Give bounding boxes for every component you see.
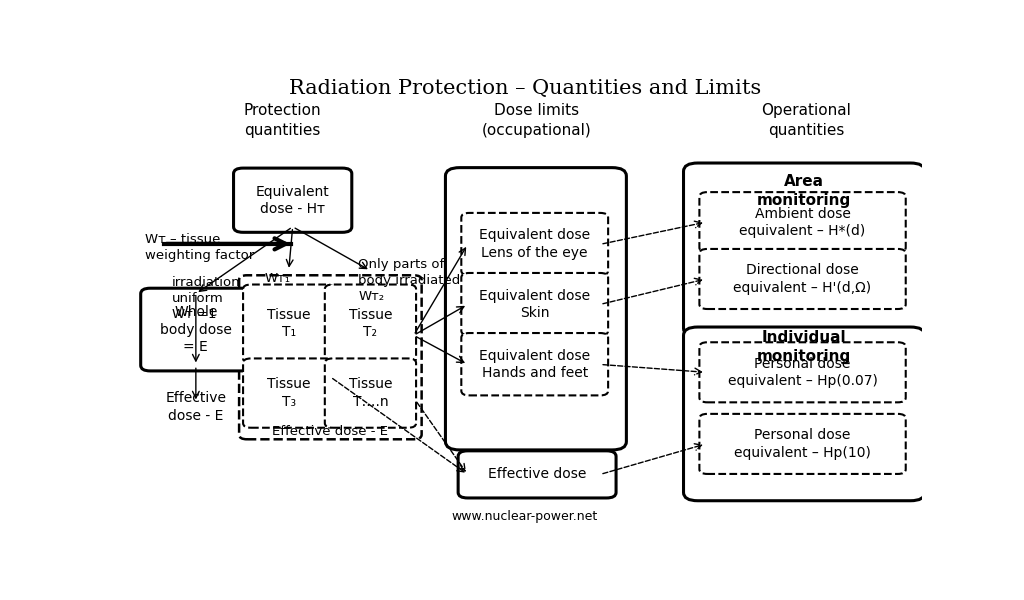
Text: Equivalent dose
Hands and feet: Equivalent dose Hands and feet: [479, 349, 590, 380]
Text: Tissue
T₂: Tissue T₂: [349, 308, 392, 340]
FancyBboxPatch shape: [458, 451, 616, 498]
FancyBboxPatch shape: [243, 358, 334, 428]
Text: Wᴛ₁: Wᴛ₁: [264, 272, 291, 285]
Text: Ambient dose
equivalent – H*(d): Ambient dose equivalent – H*(d): [739, 206, 865, 238]
Text: Directional dose
equivalent – H'(d,Ω): Directional dose equivalent – H'(d,Ω): [733, 263, 871, 295]
FancyBboxPatch shape: [243, 284, 334, 363]
Text: Tissue
T….n: Tissue T….n: [349, 377, 392, 409]
FancyBboxPatch shape: [461, 213, 608, 275]
FancyBboxPatch shape: [239, 275, 422, 439]
Text: Wᴛ – tissue
weighting factor: Wᴛ – tissue weighting factor: [145, 233, 255, 262]
FancyBboxPatch shape: [684, 327, 925, 501]
Text: Equivalent
dose - Hᴛ: Equivalent dose - Hᴛ: [256, 185, 330, 216]
FancyBboxPatch shape: [445, 167, 627, 450]
FancyBboxPatch shape: [140, 288, 251, 371]
FancyBboxPatch shape: [699, 414, 905, 474]
Text: Area
monitoring: Area monitoring: [757, 175, 851, 208]
Text: Equivalent dose
Lens of the eye: Equivalent dose Lens of the eye: [479, 229, 590, 260]
Text: irradiation
uniform
Wᴛ =1: irradiation uniform Wᴛ =1: [172, 276, 241, 321]
Text: Effective
dose - E: Effective dose - E: [165, 391, 226, 422]
Text: Effective dose: Effective dose: [487, 467, 587, 481]
FancyBboxPatch shape: [699, 192, 905, 252]
Text: Personal dose
equivalent – Hp(10): Personal dose equivalent – Hp(10): [734, 428, 871, 460]
FancyBboxPatch shape: [325, 358, 416, 428]
Text: Effective dose - E: Effective dose - E: [272, 425, 388, 438]
Text: Protection
quantities: Protection quantities: [244, 103, 322, 138]
Text: Personal dose
equivalent – Hp(0.07): Personal dose equivalent – Hp(0.07): [728, 356, 878, 388]
FancyBboxPatch shape: [461, 333, 608, 395]
Text: Tissue
T₁: Tissue T₁: [267, 308, 310, 340]
Text: Tissue
T₃: Tissue T₃: [267, 377, 310, 409]
Text: Radiation Protection – Quantities and Limits: Radiation Protection – Quantities and Li…: [289, 79, 761, 98]
FancyBboxPatch shape: [325, 284, 416, 363]
FancyBboxPatch shape: [699, 342, 905, 403]
Text: Whole
body dose
= E: Whole body dose = E: [160, 305, 231, 354]
FancyBboxPatch shape: [699, 249, 905, 309]
Text: www.nuclear-power.net: www.nuclear-power.net: [452, 510, 598, 523]
FancyBboxPatch shape: [684, 163, 925, 337]
Text: Individual
monitoring: Individual monitoring: [757, 330, 851, 364]
FancyBboxPatch shape: [233, 168, 352, 232]
Text: Only parts of
body irradiated
Wᴛ₂: Only parts of body irradiated Wᴛ₂: [358, 259, 461, 304]
Text: Equivalent dose
Skin: Equivalent dose Skin: [479, 289, 590, 320]
Text: Dose limits
(occupational): Dose limits (occupational): [482, 103, 592, 138]
Text: Operational
quantities: Operational quantities: [762, 103, 852, 138]
FancyBboxPatch shape: [461, 273, 608, 335]
